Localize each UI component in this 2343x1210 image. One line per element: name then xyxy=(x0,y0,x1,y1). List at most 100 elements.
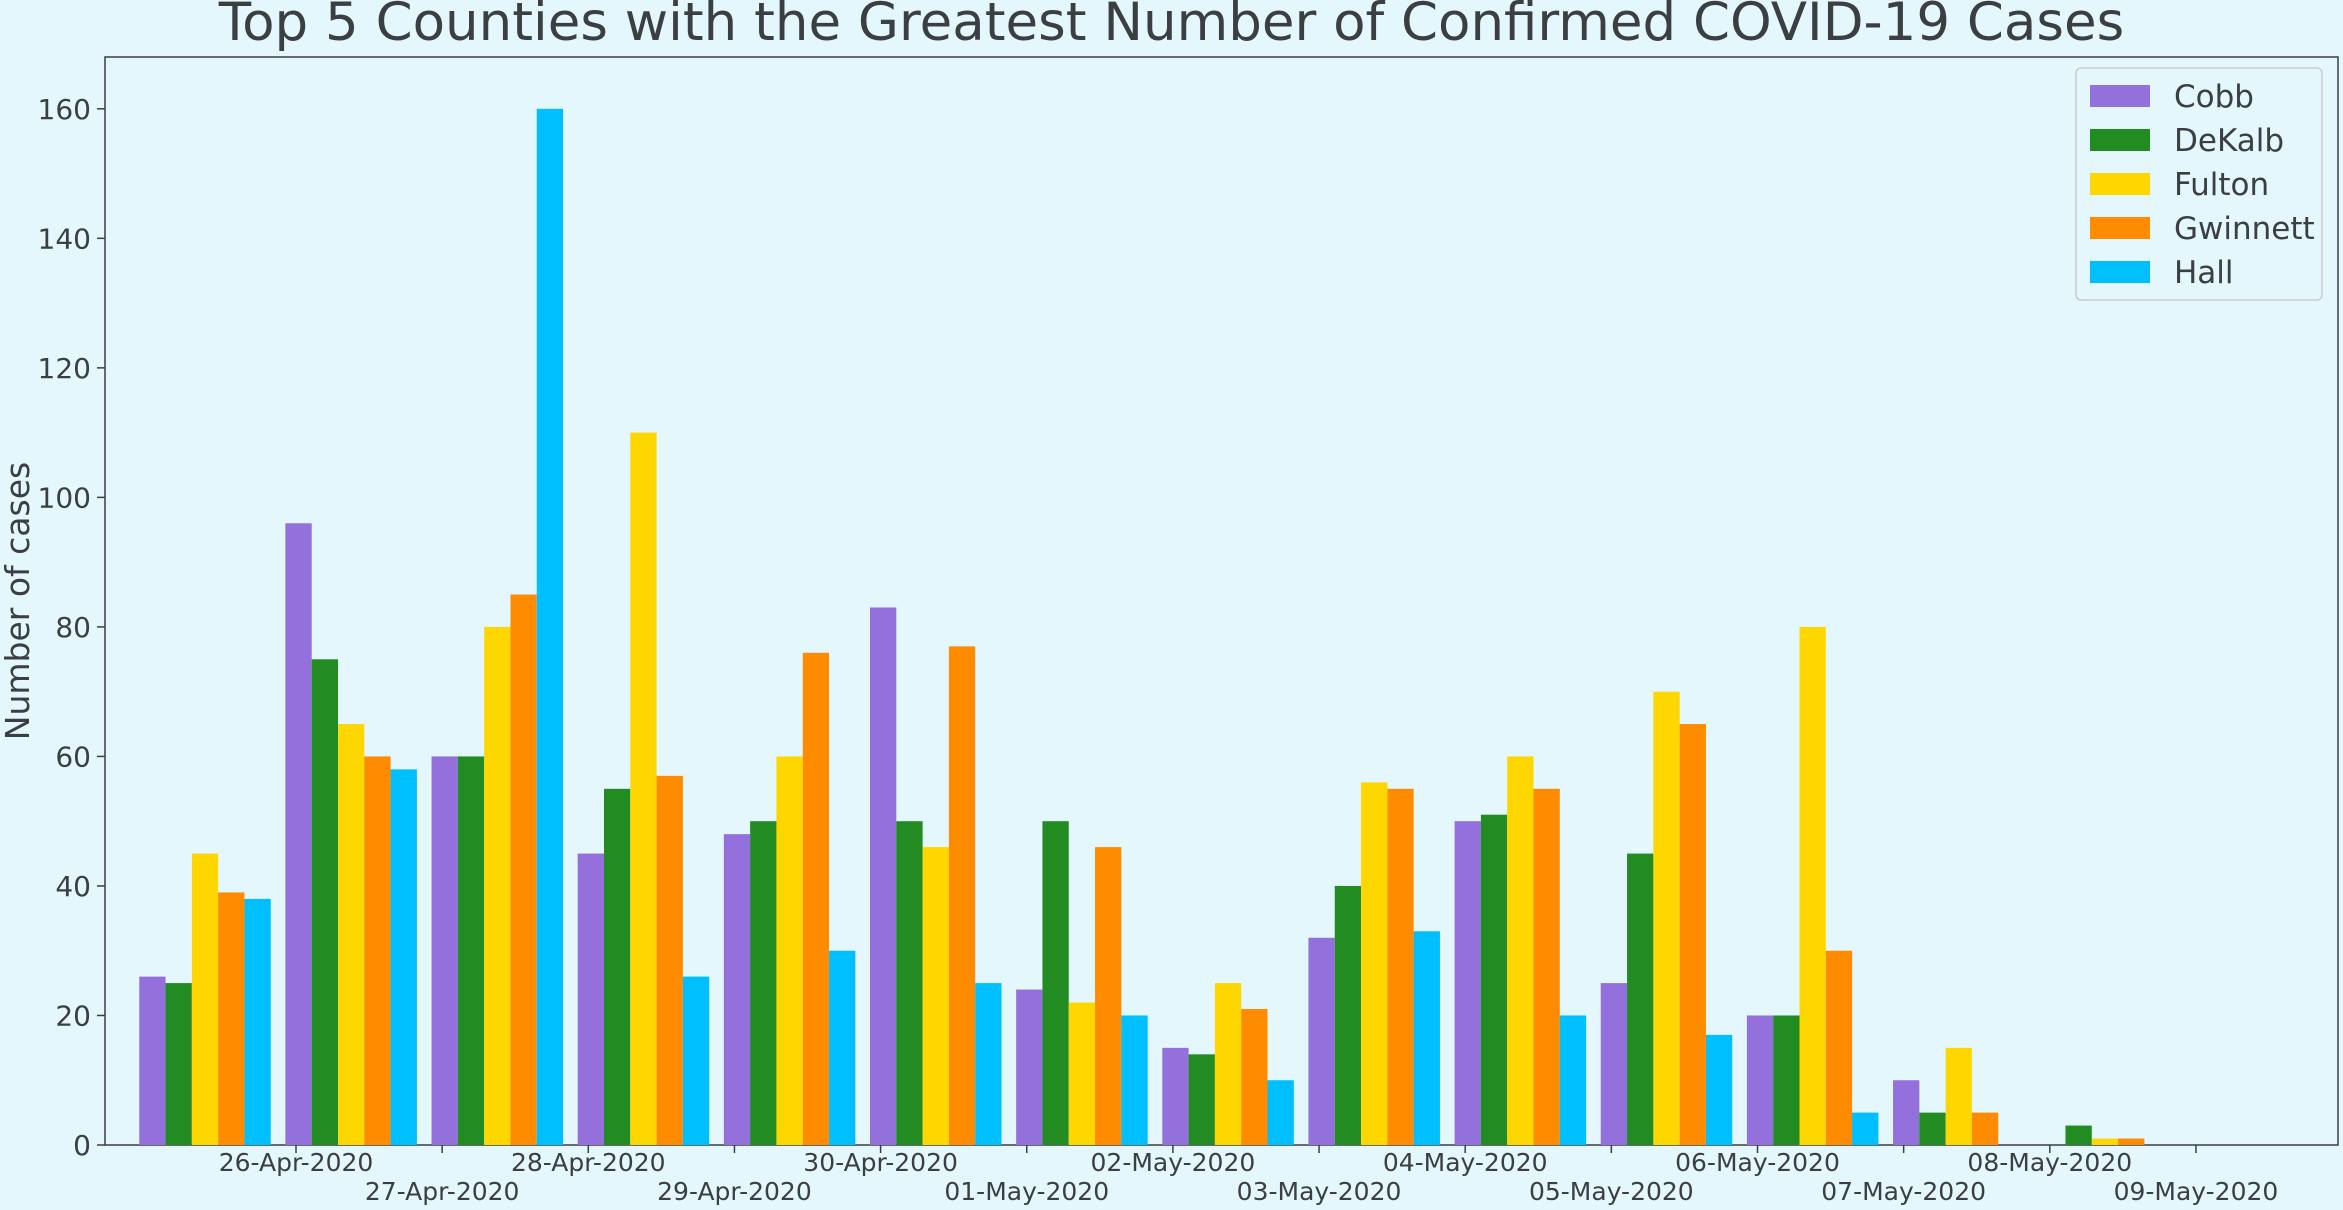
bar-dekalb-04-May-2020 xyxy=(1334,885,1362,1145)
bar-fulton-07-May-2020 xyxy=(1799,626,1826,1145)
bar-dekalb-08-May-2020 xyxy=(1919,1112,1946,1145)
bar-hall-07-May-2020 xyxy=(1852,1112,1879,1145)
bar-hall-27-Apr-2020 xyxy=(390,769,417,1145)
y-tick-label: 100 xyxy=(38,481,91,514)
bar-fulton-06-May-2020 xyxy=(1653,691,1680,1145)
bar-fulton-29-Apr-2020 xyxy=(630,432,657,1146)
x-tick-label: 02-May-2020 xyxy=(1091,1148,1256,1177)
bar-gwinnett-28-Apr-2020 xyxy=(510,594,537,1145)
bar-dekalb-30-Apr-2020 xyxy=(750,821,777,1145)
bar-hall-02-May-2020 xyxy=(1121,1015,1148,1145)
bar-hall-04-May-2020 xyxy=(1413,931,1440,1145)
y-tick-label: 0 xyxy=(73,1129,91,1162)
bar-fulton-02-May-2020 xyxy=(1068,1002,1096,1145)
bar-hall-28-Apr-2020 xyxy=(536,108,564,1145)
bar-fulton-04-May-2020 xyxy=(1361,782,1388,1145)
bar-cobb-04-May-2020 xyxy=(1308,937,1335,1145)
legend: Cobb DeKalb Fulton Gwinnett Hall xyxy=(2075,67,2323,301)
bar-dekalb-27-Apr-2020 xyxy=(311,659,338,1145)
bar-cobb-29-Apr-2020 xyxy=(577,853,604,1145)
legend-label-hall: Hall xyxy=(2174,255,2234,291)
bar-cobb-01-May-2020 xyxy=(870,607,897,1145)
y-tick-label: 20 xyxy=(55,999,91,1032)
legend-label-fulton: Fulton xyxy=(2174,167,2269,203)
bar-dekalb-03-May-2020 xyxy=(1188,1054,1215,1145)
bar-cobb-27-Apr-2020 xyxy=(285,523,312,1145)
bar-dekalb-29-Apr-2020 xyxy=(604,788,631,1145)
bar-cobb-06-May-2020 xyxy=(1600,983,1628,1145)
bars-layer xyxy=(139,108,2145,1146)
legend-swatch-cobb xyxy=(2090,85,2150,107)
bar-dekalb-07-May-2020 xyxy=(1773,1015,1800,1145)
x-tick-label: 27-Apr-2020 xyxy=(365,1177,520,1206)
bar-dekalb-06-May-2020 xyxy=(1627,853,1654,1145)
bar-dekalb-28-Apr-2020 xyxy=(457,756,485,1145)
x-tick-label: 29-Apr-2020 xyxy=(657,1177,812,1206)
bar-cobb-07-May-2020 xyxy=(1746,1015,1774,1145)
bar-fulton-27-Apr-2020 xyxy=(338,724,365,1145)
y-tick-label: 80 xyxy=(55,611,91,644)
bar-gwinnett-27-Apr-2020 xyxy=(364,756,391,1145)
bar-hall-29-Apr-2020 xyxy=(682,976,710,1145)
bar-hall-26-Apr-2020 xyxy=(244,898,271,1145)
x-tick-label: 07-May-2020 xyxy=(1821,1177,1986,1206)
legend-label-gwinnett: Gwinnett xyxy=(2174,211,2315,247)
bar-cobb-28-Apr-2020 xyxy=(431,756,458,1145)
bar-gwinnett-05-May-2020 xyxy=(1533,788,1560,1145)
bar-dekalb-26-Apr-2020 xyxy=(165,983,192,1145)
x-tick-label: 04-May-2020 xyxy=(1383,1148,1548,1177)
bar-fulton-09-May-2020 xyxy=(2091,1138,2119,1145)
x-tick-label: 05-May-2020 xyxy=(1529,1177,1694,1206)
y-tick-label: 120 xyxy=(38,352,91,385)
bar-hall-06-May-2020 xyxy=(1705,1034,1733,1145)
bar-cobb-26-Apr-2020 xyxy=(139,976,166,1145)
bar-fulton-05-May-2020 xyxy=(1507,756,1534,1145)
bar-cobb-03-May-2020 xyxy=(1162,1047,1189,1145)
bar-hall-30-Apr-2020 xyxy=(829,950,856,1145)
bar-gwinnett-03-May-2020 xyxy=(1241,1009,1268,1145)
bar-cobb-05-May-2020 xyxy=(1454,821,1481,1145)
legend-swatch-fulton xyxy=(2090,173,2150,195)
bar-fulton-30-Apr-2020 xyxy=(776,756,803,1145)
legend-box xyxy=(2075,67,2323,301)
bar-cobb-30-Apr-2020 xyxy=(723,834,751,1145)
x-axis: 26-Apr-202027-Apr-202028-Apr-202029-Apr-… xyxy=(219,1145,2279,1206)
bar-fulton-08-May-2020 xyxy=(1945,1047,1972,1145)
y-tick-label: 60 xyxy=(55,740,91,773)
bar-dekalb-05-May-2020 xyxy=(1480,814,1508,1145)
y-axis-label: Number of cases xyxy=(0,462,37,740)
x-tick-label: 08-May-2020 xyxy=(1967,1148,2132,1177)
legend-swatch-hall xyxy=(2090,261,2150,283)
x-tick-label: 09-May-2020 xyxy=(2114,1177,2279,1206)
bar-fulton-26-Apr-2020 xyxy=(191,853,219,1145)
y-tick-label: 40 xyxy=(55,870,91,903)
legend-swatch-gwinnett xyxy=(2090,217,2150,239)
bar-cobb-08-May-2020 xyxy=(1893,1080,1920,1145)
x-tick-label: 01-May-2020 xyxy=(944,1177,1109,1206)
bar-fulton-01-May-2020 xyxy=(922,847,949,1145)
y-axis: 0 20 40 60 80 100 120 140 160 xyxy=(38,93,105,1162)
bar-dekalb-01-May-2020 xyxy=(896,821,923,1145)
bar-hall-05-May-2020 xyxy=(1559,1015,1587,1145)
bar-gwinnett-06-May-2020 xyxy=(1679,724,1706,1145)
x-tick-label: 28-Apr-2020 xyxy=(511,1148,666,1177)
bar-fulton-03-May-2020 xyxy=(1214,983,1242,1145)
bar-gwinnett-08-May-2020 xyxy=(1971,1112,1999,1145)
bar-hall-03-May-2020 xyxy=(1267,1080,1294,1145)
bar-dekalb-02-May-2020 xyxy=(1042,821,1069,1145)
bar-hall-01-May-2020 xyxy=(975,983,1002,1145)
bar-gwinnett-09-May-2020 xyxy=(2118,1138,2145,1145)
x-tick-label: 06-May-2020 xyxy=(1675,1148,1840,1177)
legend-label-cobb: Cobb xyxy=(2174,79,2254,115)
bar-gwinnett-30-Apr-2020 xyxy=(802,652,830,1145)
bar-gwinnett-07-May-2020 xyxy=(1825,950,1853,1145)
bar-cobb-02-May-2020 xyxy=(1016,989,1043,1145)
bar-dekalb-09-May-2020 xyxy=(2065,1125,2092,1145)
y-tick-label: 160 xyxy=(38,93,91,126)
y-tick-label: 140 xyxy=(38,222,91,255)
bar-gwinnett-04-May-2020 xyxy=(1387,788,1414,1145)
bar-gwinnett-26-Apr-2020 xyxy=(218,892,245,1145)
x-tick-label: 03-May-2020 xyxy=(1237,1177,1402,1206)
chart-title: Top 5 Counties with the Greatest Number … xyxy=(218,0,2125,53)
